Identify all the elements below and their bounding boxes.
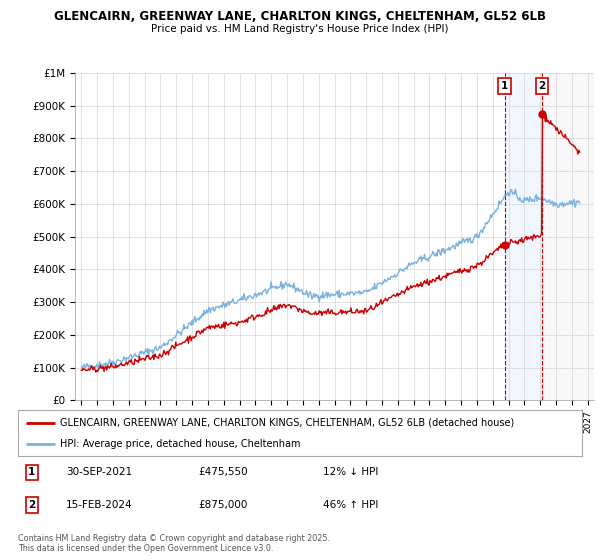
Text: 12% ↓ HPI: 12% ↓ HPI [323, 467, 378, 477]
Text: 46% ↑ HPI: 46% ↑ HPI [323, 500, 378, 510]
Text: 2: 2 [28, 500, 35, 510]
Text: 1: 1 [28, 467, 35, 477]
Text: 1: 1 [501, 81, 508, 91]
Text: 15-FEB-2024: 15-FEB-2024 [66, 500, 133, 510]
Bar [505, 73, 542, 400]
Text: 30-SEP-2021: 30-SEP-2021 [66, 467, 132, 477]
Text: GLENCAIRN, GREENWAY LANE, CHARLTON KINGS, CHELTENHAM, GL52 6LB (detached house): GLENCAIRN, GREENWAY LANE, CHARLTON KINGS… [60, 418, 515, 428]
Bar [542, 73, 594, 400]
Text: 2: 2 [538, 81, 546, 91]
Text: HPI: Average price, detached house, Cheltenham: HPI: Average price, detached house, Chel… [60, 439, 301, 449]
Text: £475,550: £475,550 [199, 467, 248, 477]
Text: Price paid vs. HM Land Registry's House Price Index (HPI): Price paid vs. HM Land Registry's House … [151, 24, 449, 34]
Text: £875,000: £875,000 [199, 500, 248, 510]
Text: Contains HM Land Registry data © Crown copyright and database right 2025.
This d: Contains HM Land Registry data © Crown c… [18, 534, 330, 553]
Text: GLENCAIRN, GREENWAY LANE, CHARLTON KINGS, CHELTENHAM, GL52 6LB: GLENCAIRN, GREENWAY LANE, CHARLTON KINGS… [54, 10, 546, 23]
